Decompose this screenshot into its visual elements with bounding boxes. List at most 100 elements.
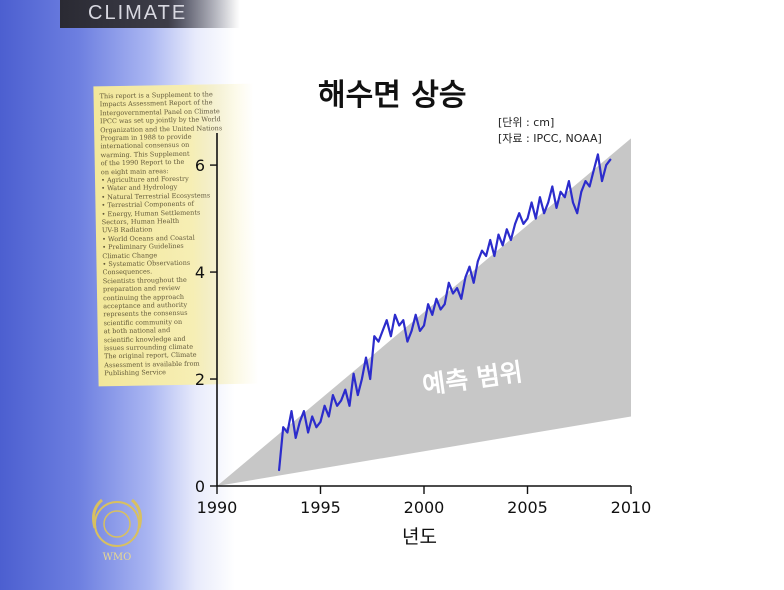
- sea-level-data-point: [572, 201, 574, 204]
- sea-level-data-point: [315, 426, 318, 429]
- sea-level-data-point: [452, 292, 454, 295]
- sea-level-data-point: [584, 180, 587, 183]
- sea-level-data-point: [298, 420, 301, 423]
- sea-level-data-point: [534, 217, 537, 220]
- sea-level-data-point: [447, 281, 450, 284]
- chart-title: 해수면 상승: [318, 78, 467, 113]
- sea-level-data-point: [530, 201, 533, 204]
- sea-level-data-point: [601, 180, 603, 183]
- sea-level-data-point: [514, 223, 516, 225]
- banner-text: CLIMATE: [88, 2, 188, 24]
- sea-level-data-point: [464, 276, 467, 279]
- sea-level-data-point: [423, 324, 425, 327]
- unit-note: [단위 : cm]: [498, 116, 555, 129]
- sea-level-data-point: [402, 319, 405, 322]
- sea-level-data-point: [418, 329, 421, 332]
- sea-level-data-point: [394, 313, 396, 316]
- x-tick-label: 1990: [197, 498, 238, 517]
- sea-level-data-point: [303, 410, 305, 413]
- sea-level-data-point: [332, 394, 334, 396]
- x-tick-label: 2010: [611, 498, 652, 517]
- sea-level-data-point: [456, 287, 459, 290]
- sea-level-data-point: [468, 265, 471, 268]
- sea-level-data-point: [559, 190, 562, 193]
- sea-level-data-point: [278, 469, 280, 471]
- sea-level-data-point: [501, 244, 504, 247]
- sea-level-data-point: [568, 180, 570, 183]
- y-tick-label: 0: [195, 477, 205, 496]
- sea-level-data-point: [352, 372, 355, 375]
- sea-level-data-point: [398, 324, 401, 327]
- sea-level-data-point: [311, 415, 314, 418]
- sea-level-data-point: [489, 239, 492, 241]
- sea-level-data-point: [290, 410, 293, 413]
- sea-level-data-point: [286, 431, 289, 434]
- sea-level-data-point: [282, 426, 285, 429]
- x-tick-label: 2000: [404, 498, 445, 517]
- sea-level-data-point: [427, 303, 430, 306]
- sea-level-data-point: [323, 404, 326, 407]
- source-note: [자료 : IPCC, NOAA]: [498, 132, 602, 145]
- sea-level-data-point: [580, 190, 583, 193]
- sea-level-data-point: [327, 415, 330, 418]
- sea-level-data-point: [539, 196, 541, 199]
- sea-level-data-point: [410, 329, 413, 332]
- sea-level-data-point: [439, 308, 442, 311]
- sea-level-data-point: [361, 378, 363, 380]
- sea-level-data-point: [497, 233, 500, 236]
- sea-level-data-point: [522, 223, 525, 225]
- sea-level-data-point: [605, 164, 608, 166]
- sea-level-data-point: [435, 297, 438, 300]
- x-tick-label: 1995: [300, 498, 341, 517]
- wmo-emblem-icon: WMO: [92, 498, 142, 563]
- sea-level-data-point: [406, 340, 409, 343]
- sea-level-data-point: [555, 206, 558, 209]
- sea-level-data-point: [381, 329, 384, 332]
- sea-level-data-point: [592, 169, 595, 172]
- sea-level-data-point: [476, 260, 479, 263]
- sea-level-data-point: [518, 212, 521, 215]
- sea-level-data-point: [510, 239, 512, 241]
- sea-level-data-point: [414, 313, 417, 316]
- sea-level-data-point: [481, 249, 483, 252]
- sea-level-data-point: [443, 303, 446, 306]
- sea-level-data-point: [505, 228, 508, 231]
- sea-level-data-point: [472, 281, 475, 284]
- sea-level-data-point: [348, 404, 351, 407]
- sea-level-data-point: [340, 399, 343, 402]
- sea-level-data-point: [547, 201, 550, 204]
- sea-level-data-point: [596, 153, 599, 156]
- prediction-range-band: [217, 138, 631, 486]
- x-axis-label: 년도: [402, 526, 437, 548]
- sea-level-data-point: [294, 436, 297, 439]
- sea-level-data-point: [377, 340, 380, 343]
- sea-level-data-point: [576, 212, 579, 215]
- sea-level-data-point: [336, 404, 338, 407]
- sea-level-data-point: [431, 313, 434, 316]
- sea-level-data-point: [365, 356, 367, 359]
- sea-level-data-point: [493, 255, 496, 257]
- emblem-text: WMO: [103, 552, 132, 563]
- y-tick-label: 2: [195, 370, 205, 389]
- x-tick-label: 2005: [507, 498, 548, 517]
- sea-level-data-point: [543, 212, 545, 215]
- sea-level-data-point: [307, 431, 309, 434]
- y-tick-label: 6: [195, 156, 205, 175]
- sea-level-data-point: [460, 297, 463, 300]
- sea-level-data-point: [319, 420, 322, 423]
- sea-level-data-point: [344, 388, 347, 391]
- sea-level-data-point: [588, 185, 591, 188]
- sea-level-data-point: [385, 319, 388, 322]
- sea-level-data-point: [373, 335, 376, 338]
- sea-level-data-point: [551, 185, 554, 188]
- y-tick-label: 4: [195, 263, 205, 282]
- sea-level-data-point: [485, 255, 487, 257]
- sea-level-data-point: [356, 394, 359, 396]
- sea-level-data-point: [609, 158, 612, 161]
- sea-level-data-point: [526, 217, 529, 220]
- sea-level-data-point: [563, 196, 566, 199]
- sea-level-data-point: [389, 335, 392, 338]
- sea-level-data-point: [369, 378, 372, 380]
- report-cover-banner: [60, 0, 240, 28]
